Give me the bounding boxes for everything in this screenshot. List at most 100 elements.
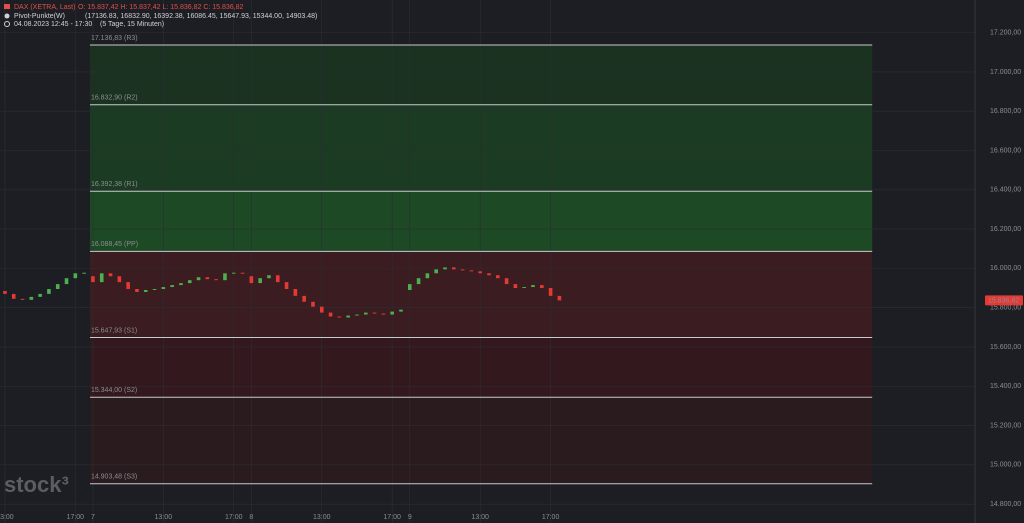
candle [126,282,130,290]
candle [11,293,16,299]
y-tick-label: 15.400,00 [990,383,1021,390]
ohlc: O: 15.837,42 H: 15.837,42 L: 15.836,82 C… [78,4,244,11]
candle [231,272,236,274]
y-tick-label: 15.800,00 [990,305,1021,312]
x-tick-label: 13:00 [0,514,14,521]
x-tick-label: 17:00 [542,514,560,521]
y-tick-label: 16.000,00 [990,265,1021,272]
candle [64,278,69,285]
candle [328,312,333,317]
pivot-label: 17.136,83 (R3) [91,35,138,42]
x-tick-label: 8 [249,514,253,521]
candle [443,267,447,270]
candle [73,273,78,279]
instrument: DAX (XETRA, Last) [14,4,75,11]
candle [531,285,535,288]
candle [91,276,95,283]
candle [267,275,271,279]
x-tick-label: 13:00 [313,514,331,521]
period: 04.08.2023 12:45 - 17:30 [14,21,92,28]
pivot-label: 14.903,48 (S3) [91,474,137,481]
y-tick-label: 16.800,00 [990,108,1021,115]
candle [20,298,25,300]
candle [196,277,201,281]
period-detail: (5 Tage, 15 Minuten) [100,21,164,28]
pivot-zone [89,251,873,338]
candle [416,278,421,285]
candle [170,285,174,288]
candle [258,278,262,284]
candle [363,312,368,315]
candle [425,273,430,279]
candle [548,288,553,296]
candle [540,285,544,289]
candle [108,273,113,277]
candle [55,284,60,290]
candle [187,280,192,284]
candle [399,309,403,312]
y-tick-label: 15.000,00 [990,462,1021,469]
candle [117,276,122,283]
pivot-label: 15.647,93 (S1) [91,327,137,334]
pivot-zone [89,397,873,484]
pivot-label: 16.832,90 (R2) [91,95,138,102]
candle [3,290,7,294]
candle [522,287,527,289]
candle [478,271,482,274]
candle [38,293,42,297]
candle [249,276,254,284]
candle [513,284,518,289]
indicator-values: (17136.83, 16832.90, 16392.38, 16086.45,… [85,13,317,20]
candle [407,284,412,290]
indicator-icon [4,13,10,19]
candle [275,275,280,283]
y-tick-label: 16.400,00 [990,187,1021,194]
x-tick-label: 13:00 [155,514,173,521]
candle [240,272,245,274]
candle [504,278,509,285]
candle [460,269,465,271]
watermark: stock³ [4,472,69,497]
pivot-zone [89,104,873,192]
candle [179,283,183,286]
candle [302,295,306,302]
candle [372,312,377,314]
candle [355,314,359,316]
candle [337,316,342,318]
candle [311,301,315,307]
candle [487,273,491,276]
candle [451,267,456,270]
y-tick-label: 17.200,00 [990,29,1021,36]
pivot-zone [89,337,873,398]
candle [495,275,500,279]
x-tick-label: 17:00 [225,514,243,521]
price-tag-label: 15.836,82 [988,297,1019,304]
instrument-icon [4,4,10,9]
candle [47,289,51,294]
candle [205,277,210,280]
x-tick-label: 9 [408,514,412,521]
candle [557,295,562,301]
x-tick-label: 17:00 [67,514,85,521]
candle [143,289,148,292]
price-tag [985,295,1023,306]
candle [319,306,324,313]
candle [390,311,394,315]
x-tick-label: 7 [91,514,95,521]
candle [135,289,139,292]
candle [293,289,298,296]
candle [223,273,227,281]
candle [284,282,289,290]
candle [161,287,166,290]
candle [82,272,86,274]
candle [346,315,350,318]
pivot-zone [89,191,873,252]
indicator: Pivot-Punkte(W) [14,13,65,20]
y-tick-label: 17.000,00 [990,69,1021,76]
candle [152,289,157,291]
y-tick-label: 15.200,00 [990,422,1021,429]
pivot-zone [89,45,873,105]
candle [99,273,104,283]
candle [469,270,474,272]
